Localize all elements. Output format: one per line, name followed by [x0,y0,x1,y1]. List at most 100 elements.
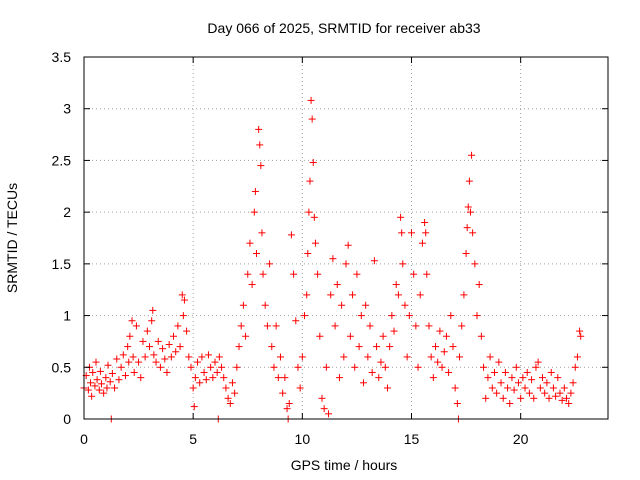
data-point [388,312,396,320]
data-point [573,353,581,361]
data-point [504,384,512,392]
data-point [88,392,96,400]
data-point [351,363,359,371]
data-point [552,392,560,400]
data-point [473,312,481,320]
data-point [150,351,158,359]
data-point [432,343,440,351]
data-point [355,343,363,351]
data-point [310,213,318,221]
data-point [285,399,293,407]
data-point [251,187,259,195]
data-point [224,394,232,402]
data-point [410,270,418,278]
data-point [528,376,536,384]
y-tick-label: 3 [63,101,71,117]
data-point [464,203,472,211]
data-point [539,374,546,382]
data-point [536,384,544,392]
y-tick-label: 1 [63,308,71,324]
data-point [111,384,119,392]
data-point [215,353,223,361]
data-point [281,374,289,382]
data-point [196,379,204,387]
gridlines [84,57,608,419]
data-point [517,394,525,402]
x-tick-label: 10 [295,431,311,447]
data-point [525,389,533,397]
x-axis-label: GPS time / hours [291,457,398,473]
data-point [418,239,426,247]
data-point [460,291,468,299]
data-point [322,363,330,371]
data-point [174,322,182,330]
data-point [510,386,518,394]
data-point [89,368,97,376]
data-point [556,389,564,397]
data-point [484,374,492,382]
data-point [421,218,429,226]
data-point [149,306,157,314]
data-point [93,376,101,384]
data-point [270,363,278,371]
data-point [125,358,133,366]
data-point [408,229,415,237]
y-tick-label: 0.5 [52,359,72,375]
data-point [523,368,531,376]
data-point [161,355,169,363]
data-point [440,348,448,356]
data-point [449,343,457,351]
data-point [296,384,304,392]
data-point [373,343,381,351]
data-point [576,327,584,335]
data-point [427,353,435,361]
data-point [453,399,461,407]
data-point [397,213,405,221]
data-point [180,296,188,304]
data-point [209,374,217,382]
data-point [545,394,553,402]
data-point [252,250,260,258]
data-point [237,322,245,330]
data-point [342,260,350,268]
data-point [218,363,226,371]
data-point [194,358,202,366]
x-tick-labels: 0 5 10 15 20 [80,431,529,447]
data-point [325,410,333,418]
data-point [185,353,193,361]
x-tick-label: 20 [513,431,529,447]
data-point [458,322,466,330]
data-point [488,384,496,392]
data-point [353,270,361,278]
data-point [392,281,400,289]
data-point [318,394,326,402]
data-point [102,374,110,382]
data-point [256,141,264,149]
data-point [442,332,450,340]
data-point [477,332,485,340]
data-point [471,260,479,268]
data-point [466,208,474,216]
data-point [189,384,197,392]
chart-title: Day 066 of 2025, SRMTID for receiver ab3… [207,20,480,36]
data-point [119,351,127,359]
data-point [165,341,173,349]
y-tick-label: 3.5 [52,49,72,65]
data-point [179,312,187,320]
data-point [465,177,473,185]
data-point [329,255,337,263]
data-point [167,353,175,361]
data-point [97,380,105,388]
data-point [434,358,442,366]
data-point [327,291,335,299]
data-point [379,332,387,340]
data-point [137,374,145,382]
data-point [248,281,256,289]
data-point [115,376,123,384]
data-point [447,312,455,320]
data-point [506,399,514,407]
data-point [250,208,258,216]
data-point [335,374,343,382]
data-point [399,260,407,268]
data-point [274,374,282,382]
